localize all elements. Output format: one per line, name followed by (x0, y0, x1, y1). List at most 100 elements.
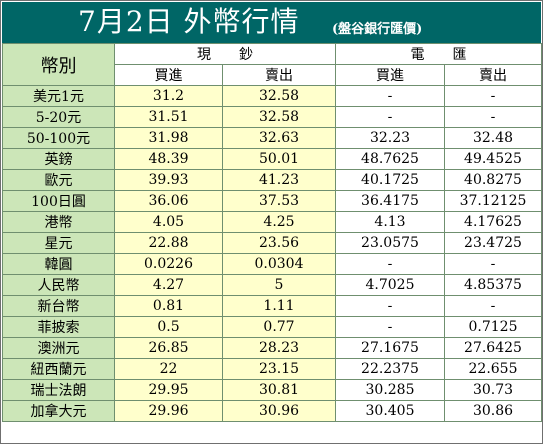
cash-sell-cell: 0.77 (222, 316, 336, 338)
wire-buy-cell: 30.405 (335, 400, 445, 422)
wire-buy-cell: - (335, 295, 445, 317)
page-title: 7月2日 外幣行情 (78, 5, 300, 38)
cash-sell-cell: 23.56 (222, 232, 336, 254)
wire-buy-cell: 40.1725 (335, 169, 445, 191)
wire-buy-cell: 22.2375 (335, 358, 445, 380)
cash-sell-cell: 50.01 (222, 148, 336, 170)
table-row: 紐西蘭元 22 23.15 22.2375 22.655 (2, 358, 542, 380)
cash-buy-cell: 4.05 (114, 211, 223, 233)
cash-buy-cell: 0.81 (114, 295, 223, 317)
wire-buy-cell: - (335, 85, 445, 107)
wire-sell-cell: 40.8275 (444, 169, 542, 191)
cash-buy-header: 買進 (114, 64, 223, 86)
currency-label: 英鎊 (2, 148, 115, 170)
cash-sell-cell: 32.58 (222, 85, 336, 107)
table-row: 新台幣 0.81 1.11- - (2, 295, 542, 317)
cash-buy-cell: 39.93 (114, 169, 223, 191)
wire-buy-header: 買進 (335, 64, 445, 86)
cash-sell-cell: 23.15 (222, 358, 336, 380)
wire-sell-cell: 37.12125 (444, 190, 542, 212)
wire-buy-cell: 36.4175 (335, 190, 445, 212)
cash-buy-cell: 36.06 (114, 190, 223, 212)
wire-buy-cell: 27.1675 (335, 337, 445, 359)
cash-buy-cell: 4.27 (114, 274, 223, 296)
cash-sell-cell: 28.23 (222, 337, 336, 359)
cash-sell-cell: 0.0304 (222, 253, 336, 275)
page-subtitle: (盤谷銀行匯價) (332, 22, 423, 37)
currency-label: 歐元 (2, 169, 115, 191)
wire-sell-cell: 23.4725 (444, 232, 542, 254)
wire-sell-cell: 4.17625 (444, 211, 542, 233)
table-row: 菲披索 0.5 0.77-0.7125 (2, 316, 542, 338)
cash-sell-cell: 30.81 (222, 379, 336, 401)
wire-buy-cell: 48.7625 (335, 148, 445, 170)
title-bar: 7月2日 外幣行情 (盤谷銀行匯價) (2, 2, 541, 43)
cash-group-header: 現 鈔 (114, 43, 336, 65)
wire-buy-cell: 30.285 (335, 379, 445, 401)
currency-label: 港幣 (2, 211, 115, 233)
currency-label: 韓圓 (2, 253, 115, 275)
cash-sell-cell: 41.23 (222, 169, 336, 191)
cash-sell-cell: 5 (222, 274, 336, 296)
cash-buy-cell: 0.5 (114, 316, 223, 338)
table-row: 50-100元 31.98 32.63 32.23 32.48 (2, 127, 542, 149)
cash-buy-cell: 48.39 (114, 148, 223, 170)
wire-sell-cell: 27.6425 (444, 337, 542, 359)
wire-sell-cell: 49.4525 (444, 148, 542, 170)
wire-buy-cell: 4.13 (335, 211, 445, 233)
table-row: 韓圓 0.0226 0.0304- - (2, 253, 542, 275)
rate-rows: 美元1元 31.2 32.58- -5-20元 31.51 32.58- -50-100元 3… (2, 85, 542, 422)
cash-sell-cell: 32.63 (222, 127, 336, 149)
currency-label: 100日圓 (2, 190, 115, 212)
exchange-rate-table: 幣別 現 鈔 電 匯 買進 賣出 買進 賣出 美元1元 31.2 32.58- -5-… (2, 43, 542, 422)
cash-sell-cell: 1.11 (222, 295, 336, 317)
currency-label: 澳洲元 (2, 337, 115, 359)
cash-sell-header: 賣出 (222, 64, 336, 86)
table-row: 人民幣 4.27 5 4.7025 4.85375 (2, 274, 542, 296)
cash-sell-cell: 37.53 (222, 190, 336, 212)
cash-buy-cell: 31.51 (114, 106, 223, 128)
cash-buy-cell: 26.85 (114, 337, 223, 359)
currency-label: 人民幣 (2, 274, 115, 296)
wire-sell-cell: - (444, 253, 542, 275)
table-row: 星元 22.88 23.56 23.0575 23.4725 (2, 232, 542, 254)
wire-sell-cell: - (444, 295, 542, 317)
table-row: 美元1元 31.2 32.58- - (2, 85, 542, 107)
wire-group-header: 電 匯 (335, 43, 542, 65)
currency-label: 美元1元 (2, 85, 115, 107)
wire-sell-header: 賣出 (444, 64, 542, 86)
currency-label: 5-20元 (2, 106, 115, 128)
currency-label: 新台幣 (2, 295, 115, 317)
cash-sell-cell: 30.96 (222, 400, 336, 422)
cash-sell-cell: 4.25 (222, 211, 336, 233)
wire-buy-cell: - (335, 253, 445, 275)
cash-buy-cell: 22 (114, 358, 223, 380)
table-row: 澳洲元 26.85 28.23 27.1675 27.6425 (2, 337, 542, 359)
wire-buy-cell: 23.0575 (335, 232, 445, 254)
table-row: 100日圓 36.06 37.53 36.4175 37.12125 (2, 190, 542, 212)
currency-label: 瑞士法朗 (2, 379, 115, 401)
wire-buy-cell: - (335, 106, 445, 128)
cash-buy-cell: 29.96 (114, 400, 223, 422)
table-row: 加拿大元 29.96 30.96 30.405 30.86 (2, 400, 542, 422)
cash-buy-cell: 31.98 (114, 127, 223, 149)
table-row: 英鎊 48.39 50.01 48.7625 49.4525 (2, 148, 542, 170)
currency-label: 50-100元 (2, 127, 115, 149)
cash-buy-cell: 0.0226 (114, 253, 223, 275)
table-row: 瑞士法朗 29.95 30.81 30.285 30.73 (2, 379, 542, 401)
wire-sell-cell: - (444, 106, 542, 128)
cash-sell-cell: 32.58 (222, 106, 336, 128)
cash-buy-cell: 31.2 (114, 85, 223, 107)
currency-label: 紐西蘭元 (2, 358, 115, 380)
currency-label: 菲披索 (2, 316, 115, 338)
wire-sell-cell: 30.73 (444, 379, 542, 401)
currency-label: 加拿大元 (2, 400, 115, 422)
cash-buy-cell: 22.88 (114, 232, 223, 254)
cash-buy-cell: 29.95 (114, 379, 223, 401)
table-row: 5-20元 31.51 32.58- - (2, 106, 542, 128)
table-row: 歐元 39.93 41.23 40.1725 40.8275 (2, 169, 542, 191)
wire-sell-cell: 30.86 (444, 400, 542, 422)
table-row: 港幣 4.05 4.25 4.13 4.17625 (2, 211, 542, 233)
wire-buy-cell: 4.7025 (335, 274, 445, 296)
